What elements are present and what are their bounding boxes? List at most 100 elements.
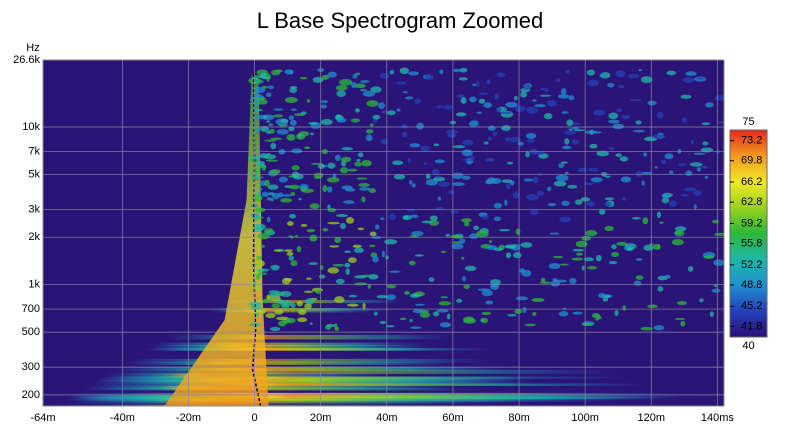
texture-speckle (432, 311, 440, 317)
texture-speckle (682, 76, 695, 84)
texture-speckle (268, 292, 281, 297)
y-unit: Hz (26, 42, 39, 54)
texture-streak (64, 398, 518, 404)
texture-speckle (712, 219, 719, 224)
texture-speckle (312, 76, 324, 83)
texture-speckle (492, 131, 498, 137)
texture-speckle (436, 309, 449, 313)
texture-speckle (661, 193, 672, 199)
texture-speckle (260, 176, 264, 179)
texture-speckle (488, 240, 493, 243)
texture-speckle (280, 198, 293, 203)
texture-speckle (683, 187, 697, 192)
y-tick-label: 2k (28, 231, 40, 243)
texture-speckle (620, 176, 632, 183)
texture-speckle (505, 183, 511, 190)
texture-speckle (290, 108, 297, 111)
colorbar-tick-label: 69.8 (741, 155, 762, 167)
texture-speckle (327, 267, 340, 274)
texture-speckle (315, 289, 322, 294)
texture-speckle (415, 254, 424, 257)
texture-speckle (647, 304, 658, 308)
texture-speckle (256, 207, 262, 214)
texture-speckle (369, 123, 374, 127)
texture-speckle (491, 282, 498, 288)
texture-speckle (589, 143, 598, 149)
texture-speckle (506, 313, 517, 317)
texture-speckle (404, 291, 410, 295)
y-tick-label: 5k (28, 168, 40, 180)
texture-speckle (548, 262, 561, 270)
texture-speckle (254, 214, 260, 220)
texture-speckle (336, 117, 347, 123)
texture-speckle (402, 131, 408, 138)
texture-speckle (446, 313, 451, 320)
texture-speckle (559, 263, 569, 266)
texture-speckle (251, 194, 263, 202)
texture-speckle (428, 277, 435, 282)
texture-speckle (368, 273, 379, 280)
texture-speckle (543, 112, 553, 120)
texture-speckle (555, 174, 569, 182)
texture-speckle (260, 72, 267, 79)
texture-speckle (309, 322, 313, 325)
texture-speckle (431, 168, 440, 175)
texture-speckle (289, 119, 297, 126)
texture-speckle (344, 262, 351, 268)
texture-speckle (358, 183, 370, 187)
texture-speckle (411, 183, 416, 188)
texture-speckle (635, 258, 643, 261)
texture-speckle (476, 230, 489, 238)
texture-speckle (599, 208, 606, 215)
texture-speckle (409, 326, 422, 330)
texture-speckle (372, 255, 379, 263)
x-tick-label: 40m (376, 412, 397, 424)
texture-speckle (668, 200, 677, 207)
texture-speckle (576, 252, 583, 256)
texture-speckle (626, 247, 634, 252)
texture-speckle (478, 98, 486, 104)
texture-speckle (259, 153, 269, 159)
texture-speckle (501, 124, 511, 132)
texture-speckle (583, 182, 595, 186)
texture-speckle (499, 111, 512, 114)
texture-speckle (451, 172, 464, 179)
texture-speckle (604, 197, 615, 201)
texture-speckle (298, 197, 302, 201)
texture-speckle (573, 129, 586, 132)
x-tick-label: 120m (638, 412, 666, 424)
texture-speckle (539, 281, 551, 284)
texture-speckle (254, 223, 266, 231)
colorbar-max: 75 (742, 116, 754, 128)
texture-speckle (271, 69, 281, 76)
texture-speckle (549, 232, 560, 235)
texture-speckle (481, 311, 492, 315)
texture-speckle (587, 167, 599, 172)
texture-speckle (661, 159, 667, 165)
texture-speckle (255, 240, 261, 246)
texture-speckle (335, 214, 348, 218)
texture-speckle (409, 143, 420, 148)
texture-speckle (386, 284, 397, 289)
texture-speckle (308, 121, 318, 125)
texture-speckle (469, 96, 477, 103)
texture-speckle (320, 118, 333, 126)
texture-speckle (495, 106, 502, 113)
texture-speckle (635, 120, 642, 125)
texture-speckle (334, 236, 342, 244)
texture-speckle (386, 110, 396, 116)
texture-speckle (711, 288, 721, 293)
texture-speckle (378, 102, 385, 110)
texture-speckle (445, 233, 451, 237)
texture-speckle (656, 211, 661, 219)
texture-speckle (412, 308, 424, 314)
texture-speckle (289, 70, 293, 75)
texture-speckle (534, 104, 546, 108)
texture-speckle (462, 139, 474, 146)
texture-speckle (297, 309, 307, 315)
texture-speckle (627, 73, 640, 79)
texture-speckle (404, 96, 414, 100)
texture-speckle (399, 67, 410, 75)
texture-speckle (459, 238, 466, 244)
texture-speckle (631, 217, 641, 220)
